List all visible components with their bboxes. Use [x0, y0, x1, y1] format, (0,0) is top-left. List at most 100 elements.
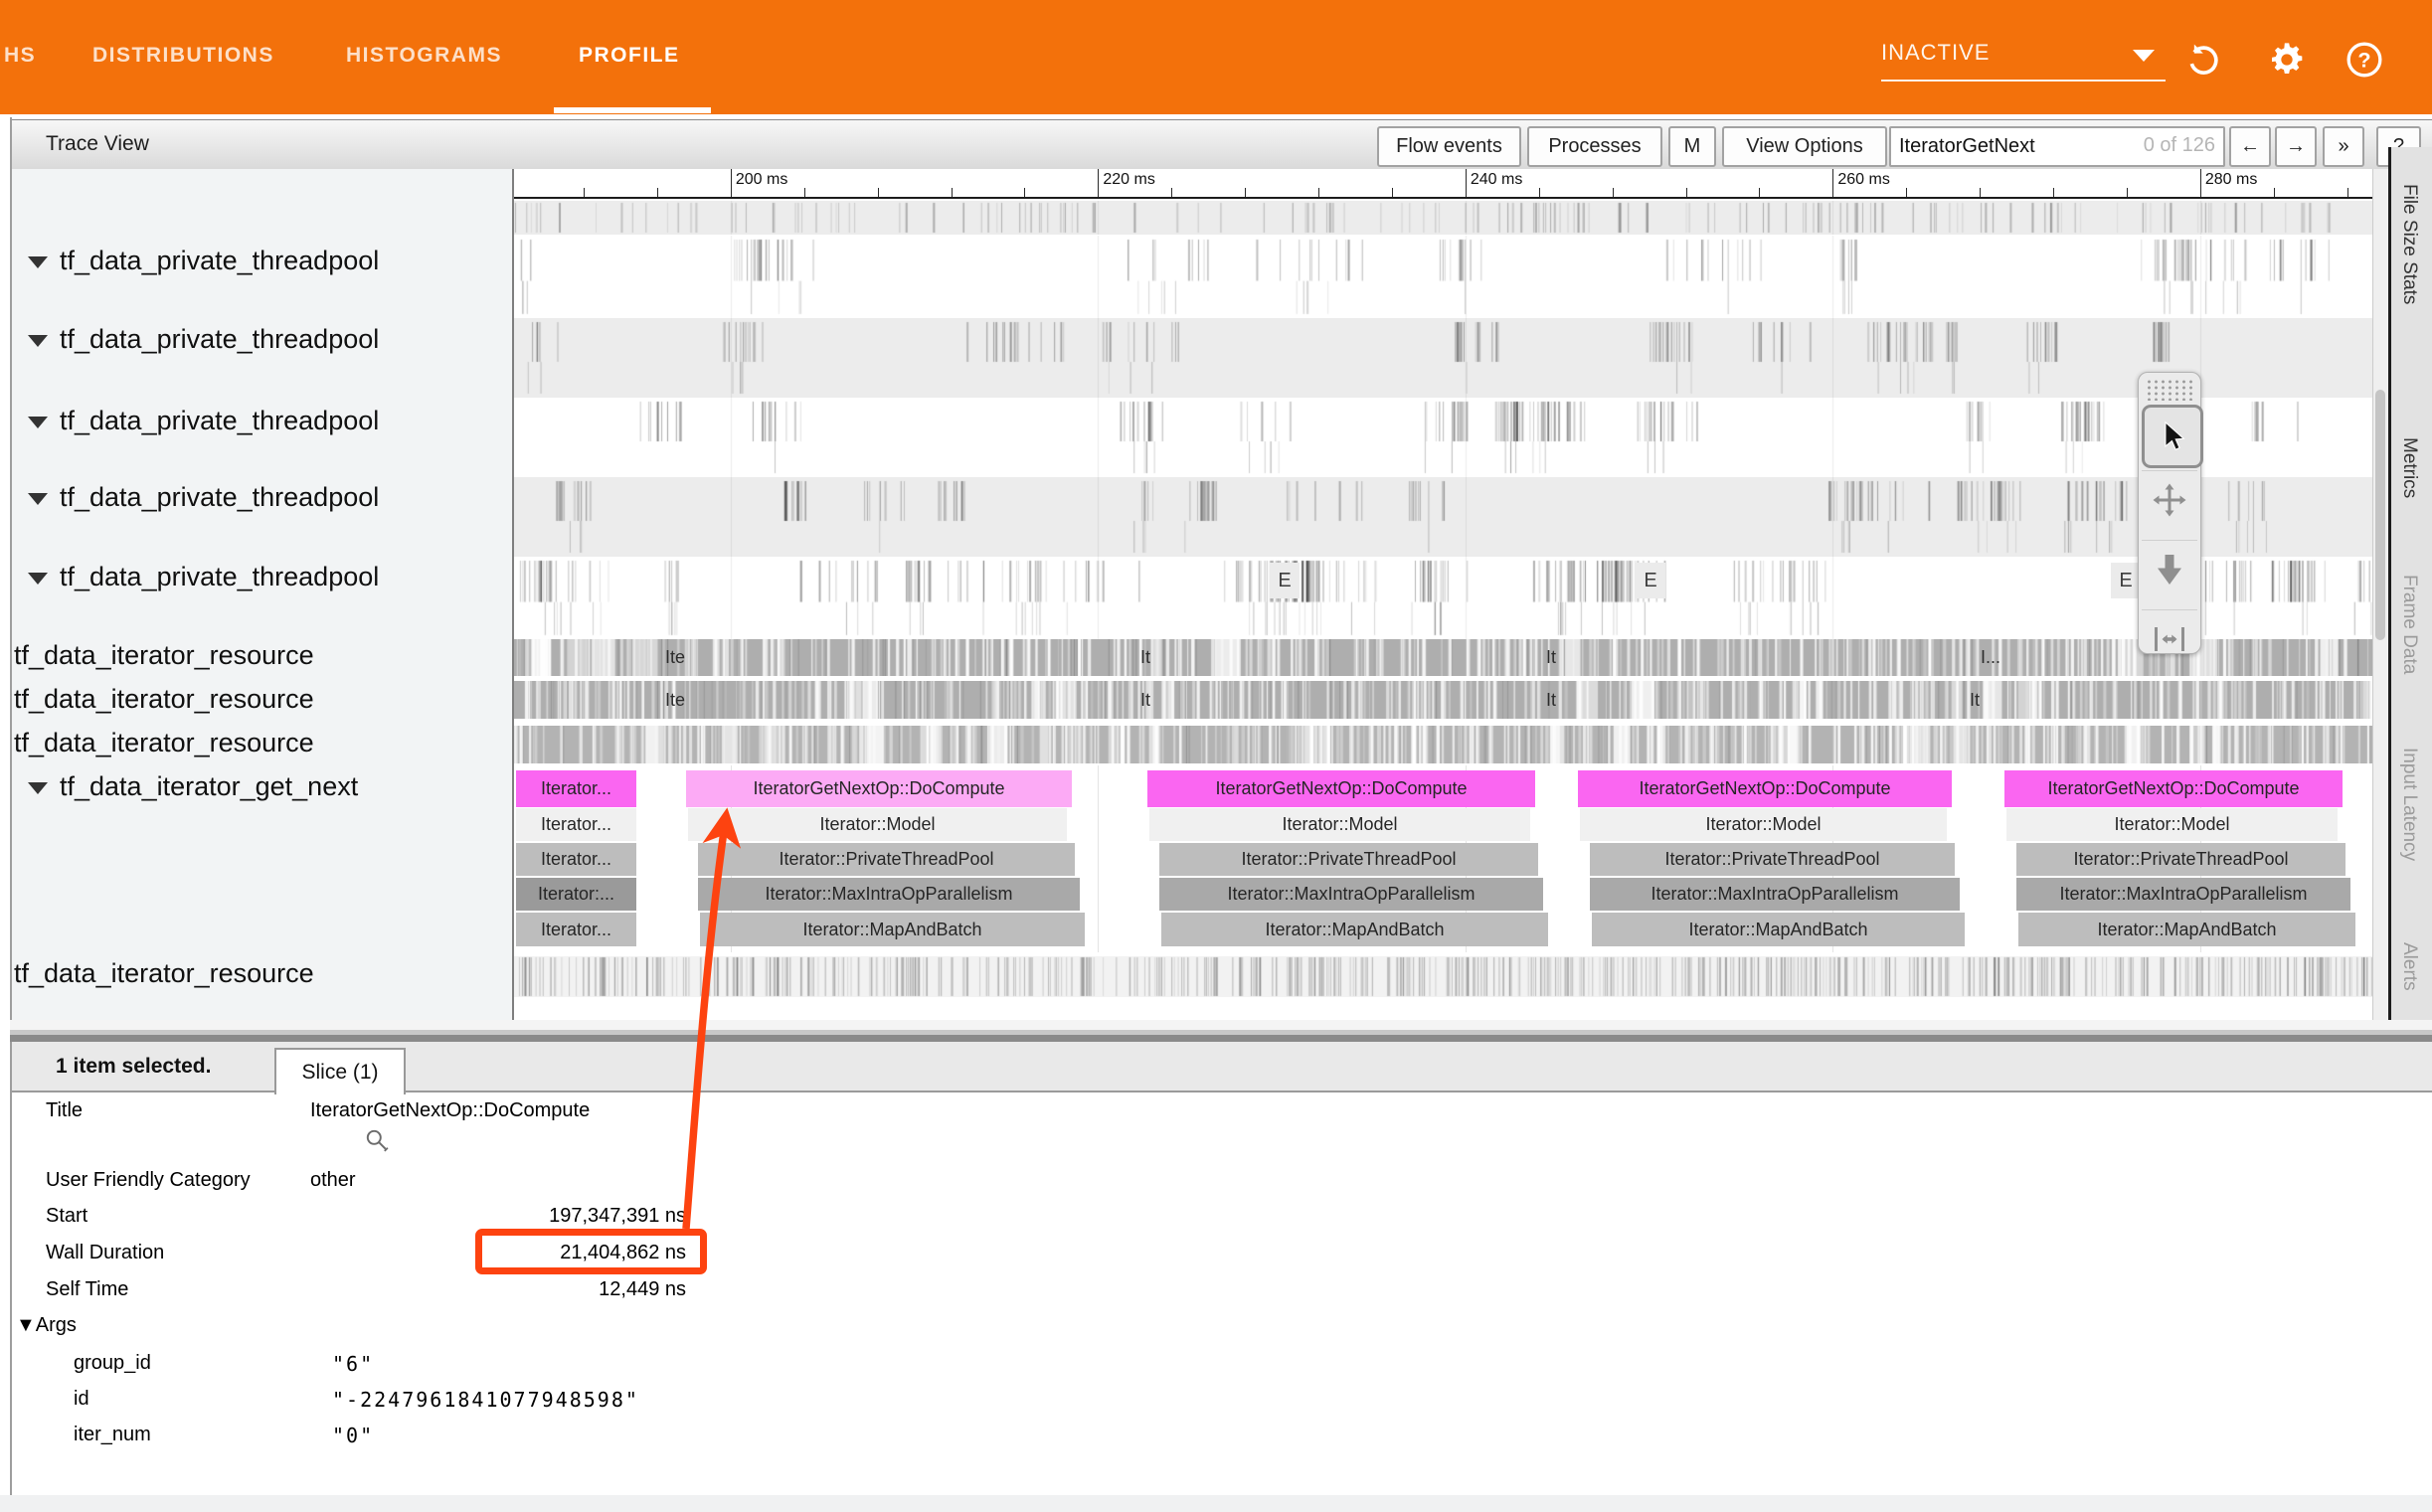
track-strip-iter-resource-3[interactable]: [514, 726, 2372, 763]
event-chip[interactable]: E: [1636, 563, 1665, 598]
time-ruler: 200 ms 220 ms 240 ms 260 ms 280 ms: [514, 169, 2372, 199]
vertical-scrollbar-thumb[interactable]: [2375, 390, 2385, 640]
track-label-tf-data-iterator-get-next[interactable]: tf_data_iterator_get_next: [60, 771, 359, 801]
slice-bar-docompute[interactable]: IteratorGetNextOp::DoCompute: [2004, 770, 2343, 807]
m-button[interactable]: M: [1668, 126, 1716, 167]
ruler-minor-tick: [1245, 188, 1247, 197]
args-expander[interactable]: ▼Args: [16, 1314, 77, 1336]
slice-bar-iterator-privatethreadpool[interactable]: Iterator::PrivateThreadPool: [698, 843, 1075, 876]
processes-button[interactable]: Processes: [1527, 126, 1662, 167]
ruler-minor-tick: [2346, 188, 2348, 197]
slice-bar-iterator-mapandbatch[interactable]: Iterator::MapAndBatch: [1592, 913, 1965, 946]
tab-slice[interactable]: Slice (1): [274, 1048, 406, 1094]
wall-duration-highlight-box: [475, 1229, 707, 1274]
slice-bar-iterator-maxintraopparallelism[interactable]: Iterator::MaxIntraOpParallelism: [1590, 878, 1960, 911]
slice-bar-iterator[interactable]: Iterator...: [516, 808, 636, 841]
view-options-button[interactable]: View Options: [1722, 126, 1887, 167]
magnifier-icon[interactable]: [364, 1127, 390, 1158]
nav-tab-histograms[interactable]: HISTOGRAMS: [346, 44, 502, 67]
collapse-arrow-icon[interactable]: [28, 782, 48, 794]
slice-bar-iterator-model[interactable]: Iterator::Model: [688, 808, 1067, 841]
resource-slice-label: It: [1140, 690, 1151, 710]
nav-tab-profile[interactable]: PROFILE: [579, 44, 680, 67]
slice-bar-docompute[interactable]: Iterator...: [516, 770, 636, 807]
collapse-arrow-icon[interactable]: [28, 573, 48, 585]
slice-bar-iterator[interactable]: Iterator:...: [516, 878, 636, 911]
nav-tab-hs[interactable]: HS: [4, 44, 37, 67]
track-strip-summary-strip[interactable]: [514, 201, 2372, 235]
ruler-label: 260 ms: [1837, 171, 1890, 188]
track-strip-iter-resource-1[interactable]: [514, 639, 2372, 676]
pan-tool-button[interactable]: [2142, 470, 2197, 529]
sidebar-tab-input-latency: Input Latency: [2399, 748, 2420, 862]
slice-bar-iterator-privatethreadpool[interactable]: Iterator::PrivateThreadPool: [2016, 843, 2345, 876]
next-match-button[interactable]: →: [2275, 126, 2317, 167]
slice-bar-docompute-selected[interactable]: IteratorGetNextOp::DoCompute: [686, 770, 1072, 807]
collapse-arrow-icon[interactable]: [28, 335, 48, 347]
slice-bar-iterator[interactable]: Iterator...: [516, 913, 636, 946]
ruler-minor-tick: [1685, 188, 1687, 197]
arg-value-iter-num: "0": [332, 1424, 375, 1447]
active-tab-underline: [554, 107, 711, 113]
resource-slice-label: I...: [1981, 647, 2001, 667]
slice-bar-iterator[interactable]: Iterator...: [516, 843, 636, 876]
slice-bar-docompute[interactable]: IteratorGetNextOp::DoCompute: [1578, 770, 1952, 807]
collapse-arrow-icon[interactable]: [28, 493, 48, 505]
slice-bar-iterator-privatethreadpool[interactable]: Iterator::PrivateThreadPool: [1590, 843, 1955, 876]
track-label-tf-data-private-threadpool[interactable]: tf_data_private_threadpool: [60, 246, 380, 275]
select-tool-button[interactable]: [2142, 405, 2203, 468]
track-strip-threadpool-2[interactable]: [514, 318, 2372, 398]
track-strip-threadpool-4[interactable]: [514, 477, 2372, 557]
zoom-tool-button[interactable]: [2142, 540, 2197, 598]
resource-slice-label: It: [1970, 690, 1981, 710]
event-chip[interactable]: E: [2111, 563, 2141, 598]
track-strip-iter-resource-4[interactable]: [514, 956, 2372, 997]
sidebar-tab-file-size-stats[interactable]: File Size Stats: [2399, 184, 2420, 305]
tool-palette: [2138, 372, 2203, 654]
settings-icon[interactable]: [2267, 40, 2307, 80]
arg-key-id: id: [74, 1388, 89, 1410]
track-label-tf-data-private-threadpool[interactable]: tf_data_private_threadpool: [60, 324, 380, 354]
slice-bar-iterator-model[interactable]: Iterator::Model: [1149, 808, 1530, 841]
nav-tab-distributions[interactable]: DISTRIBUTIONS: [92, 44, 274, 67]
collapse-arrow-icon[interactable]: [28, 417, 48, 428]
track-strip-iter-resource-2[interactable]: [514, 681, 2372, 719]
run-select[interactable]: INACTIVE: [1881, 40, 2166, 82]
right-sidebar-rail: [2388, 147, 2432, 1020]
search-input[interactable]: [1897, 129, 2120, 164]
track-strip-threadpool-5[interactable]: [514, 557, 2372, 639]
timing-tool-button[interactable]: [2142, 609, 2197, 668]
track-label-tf-data-private-threadpool[interactable]: tf_data_private_threadpool: [60, 406, 380, 435]
event-chip[interactable]: E: [1270, 563, 1300, 598]
help-icon[interactable]: ?: [2345, 40, 2384, 80]
track-strip-threadpool-1[interactable]: [514, 236, 2372, 318]
track-label-tf-data-private-threadpool[interactable]: tf_data_private_threadpool: [60, 562, 380, 591]
flow-events-button[interactable]: Flow events: [1377, 126, 1521, 167]
detail-label-title: Title: [46, 1099, 84, 1121]
resource-slice-label: It: [1140, 647, 1151, 667]
slice-bar-iterator-maxintraopparallelism[interactable]: Iterator::MaxIntraOpParallelism: [698, 878, 1080, 911]
ruler-minor-tick: [1171, 188, 1173, 197]
track-strip-threadpool-3[interactable]: [514, 398, 2372, 477]
slice-bar-iterator-maxintraopparallelism[interactable]: Iterator::MaxIntraOpParallelism: [1159, 878, 1543, 911]
refresh-icon[interactable]: [2183, 40, 2223, 80]
sidebar-tab-metrics[interactable]: Metrics: [2399, 437, 2420, 499]
slice-bar-iterator-privatethreadpool[interactable]: Iterator::PrivateThreadPool: [1159, 843, 1538, 876]
slice-bar-iterator-mapandbatch[interactable]: Iterator::MapAndBatch: [700, 913, 1085, 946]
track-label-tf-data-iterator-resource: tf_data_iterator_resource: [14, 684, 314, 714]
slice-bar-iterator-model[interactable]: Iterator::Model: [1580, 808, 1947, 841]
track-label-tf-data-private-threadpool[interactable]: tf_data_private_threadpool: [60, 482, 380, 512]
prev-match-button[interactable]: ←: [2229, 126, 2271, 167]
slice-bar-iterator-mapandbatch[interactable]: Iterator::MapAndBatch: [2018, 913, 2355, 946]
sidebar-tab-alerts: Alerts: [2399, 942, 2420, 991]
slice-bar-iterator-mapandbatch[interactable]: Iterator::MapAndBatch: [1161, 913, 1548, 946]
slice-bar-iterator-maxintraopparallelism[interactable]: Iterator::MaxIntraOpParallelism: [2016, 878, 2350, 911]
slice-bar-iterator-model[interactable]: Iterator::Model: [2006, 808, 2338, 841]
sidebar-tab-frame-data: Frame Data: [2399, 575, 2420, 675]
palette-grip-handle[interactable]: [2146, 379, 2193, 401]
more-button[interactable]: »: [2323, 126, 2364, 167]
ruler-label: 240 ms: [1470, 171, 1523, 188]
top-navbar: HS DISTRIBUTIONS HISTOGRAMS PROFILE INACTIV…: [0, 0, 2432, 114]
slice-bar-docompute[interactable]: IteratorGetNextOp::DoCompute: [1147, 770, 1535, 807]
collapse-arrow-icon[interactable]: [28, 256, 48, 268]
